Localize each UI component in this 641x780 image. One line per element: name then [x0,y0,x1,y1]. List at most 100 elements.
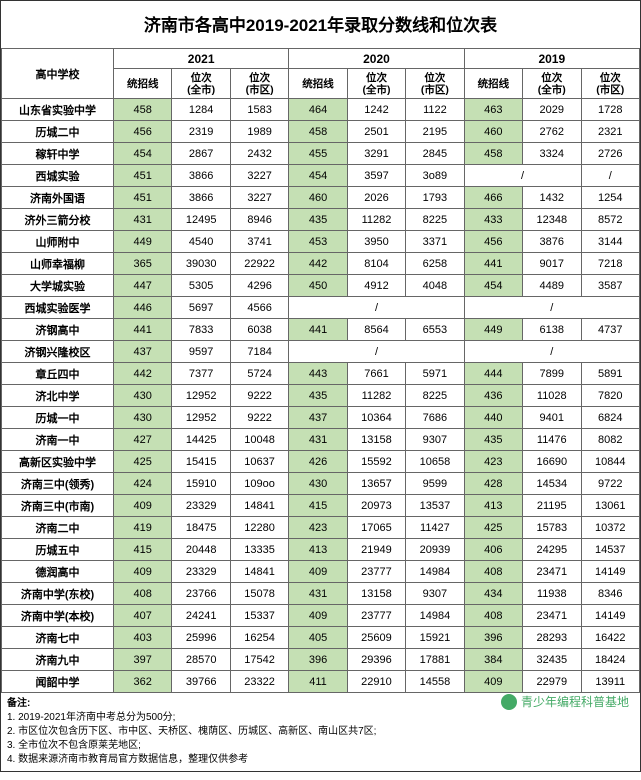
school-name-cell: 历城五中 [2,539,114,561]
data-cell: 14841 [230,561,288,583]
data-cell: 6824 [581,407,640,429]
data-cell: 419 [114,517,172,539]
data-cell: 442 [289,253,347,275]
data-cell: 435 [289,385,347,407]
data-cell: 450 [289,275,347,297]
data-cell: 413 [289,539,347,561]
data-cell: 14149 [581,561,640,583]
data-cell: 13537 [406,495,464,517]
data-cell: 397 [114,649,172,671]
data-cell: 15078 [230,583,288,605]
data-cell: 21195 [523,495,581,517]
subheader-cell: 位次(全市) [172,69,230,99]
data-cell: 2321 [581,121,640,143]
data-cell: 13911 [581,671,640,693]
school-name-cell: 大学城实验 [2,275,114,297]
data-cell: 10372 [581,517,640,539]
data-cell: 4566 [230,297,288,319]
data-cell: 8946 [230,209,288,231]
data-cell: 18475 [172,517,230,539]
data-cell: 21949 [347,539,405,561]
data-cell: 24241 [172,605,230,627]
data-cell: 2026 [347,187,405,209]
data-cell: 415 [289,495,347,517]
data-cell: 384 [464,649,522,671]
data-cell: 25996 [172,627,230,649]
table-row: 济南三中(领秀)42415910109oo4301365795994281453… [2,473,640,495]
data-cell: 2867 [172,143,230,165]
data-cell: 6553 [406,319,464,341]
header-school: 高中学校 [2,49,114,99]
data-cell: 413 [464,495,522,517]
subheader-cell: 统招线 [464,69,522,99]
data-cell: 409 [464,671,522,693]
school-name-cell: 山师幸福柳 [2,253,114,275]
table-row: 德润高中409233291484140923777149844082347114… [2,561,640,583]
data-cell: 456 [114,121,172,143]
data-cell: 22910 [347,671,405,693]
data-cell: 15592 [347,451,405,473]
data-cell: 12952 [172,407,230,429]
data-cell: 15783 [523,517,581,539]
data-cell: 10364 [347,407,405,429]
school-name-cell: 济南七中 [2,627,114,649]
data-cell: 20448 [172,539,230,561]
data-cell: 9597 [172,341,230,363]
data-cell: 18424 [581,649,640,671]
table-row: 历城一中43012952922243710364768644094016824 [2,407,640,429]
data-cell: 3371 [406,231,464,253]
data-cell: 12495 [172,209,230,231]
data-cell: 466 [464,187,522,209]
data-cell: 15337 [230,605,288,627]
data-cell: 3587 [581,275,640,297]
data-cell: 11938 [523,583,581,605]
data-cell: 441 [464,253,522,275]
data-cell: 3866 [172,187,230,209]
data-cell: 14537 [581,539,640,561]
data-cell: 8104 [347,253,405,275]
data-cell: 15921 [406,627,464,649]
table-row: 稼轩中学454286724324553291284545833242726 [2,143,640,165]
data-cell: 23777 [347,605,405,627]
data-cell: 3866 [172,165,230,187]
data-cell: 14841 [230,495,288,517]
data-cell: 464 [289,99,347,121]
data-cell: 425 [114,451,172,473]
data-cell: 5305 [172,275,230,297]
data-cell: 2195 [406,121,464,143]
subheader-cell: 统招线 [289,69,347,99]
data-cell: 446 [114,297,172,319]
data-cell: 451 [114,187,172,209]
table-row: 济南一中427144251004843113158930743511476808… [2,429,640,451]
data-cell: 9222 [230,385,288,407]
school-name-cell: 稼轩中学 [2,143,114,165]
table-row: 济南七中403259961625440525609159213962829316… [2,627,640,649]
table-row: 济外三箭分校4311249589464351128282254331234885… [2,209,640,231]
data-cell: 1793 [406,187,464,209]
data-cell: 6258 [406,253,464,275]
data-cell: 109oo [230,473,288,495]
data-cell: 441 [289,319,347,341]
data-cell: 365 [114,253,172,275]
data-cell: 6038 [230,319,288,341]
data-cell: 458 [464,143,522,165]
data-cell: 13158 [347,429,405,451]
score-table: 高中学校 2021 2020 2019 统招线位次(全市)位次(市区)统招线位次… [1,48,640,693]
table-row: 济南二中419184751228042317065114274251578310… [2,517,640,539]
data-cell: / [464,297,639,319]
page-title: 济南市各高中2019-2021年录取分数线和位次表 [1,1,640,48]
data-cell: 23471 [523,605,581,627]
data-cell: 430 [114,385,172,407]
data-cell: 10844 [581,451,640,473]
data-cell: 428 [464,473,522,495]
data-cell: 435 [289,209,347,231]
table-row: 高新区实验中学425154151063742615592106584231669… [2,451,640,473]
data-cell: 3144 [581,231,640,253]
data-cell: 415 [114,539,172,561]
data-cell: 15415 [172,451,230,473]
subheader-cell: 位次(全市) [347,69,405,99]
data-cell: 5891 [581,363,640,385]
data-cell: 3950 [347,231,405,253]
data-cell: 453 [289,231,347,253]
data-cell: 1728 [581,99,640,121]
